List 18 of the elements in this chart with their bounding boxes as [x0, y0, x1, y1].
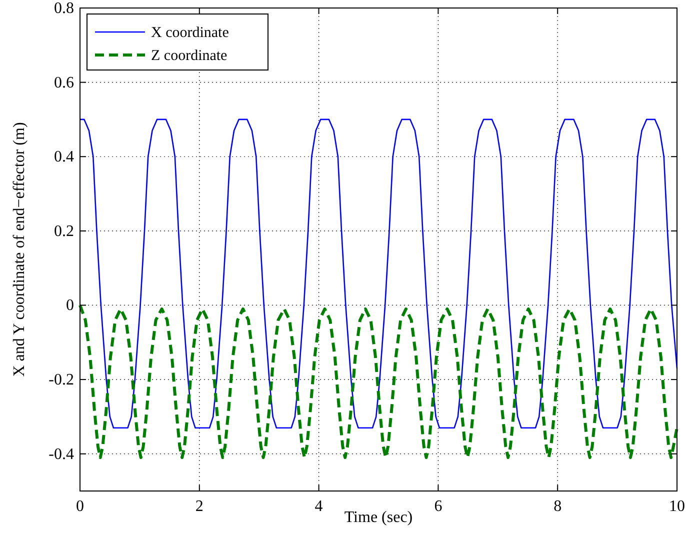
y-tick-label: 0.6: [54, 74, 74, 92]
y-tick-label: 0: [66, 297, 74, 314]
line-series: [78, 304, 678, 460]
x-tick-label: 8: [554, 498, 562, 515]
y-tick-label: -0.2: [48, 372, 74, 389]
y-axis-title: X and Y coordinate of end−effector (m): [11, 122, 28, 377]
legend-label: Z coordinate: [151, 48, 228, 64]
line-series: [79, 118, 678, 428]
legend-label: X coordinate: [151, 25, 230, 41]
x-tick-label: 6: [434, 498, 442, 515]
y-tick-label: -0.4: [48, 446, 74, 463]
y-tick-label: 0.8: [54, 0, 74, 17]
y-tick-label: 0.4: [54, 148, 74, 166]
x-axis-title: Time (sec): [344, 509, 413, 526]
y-tick-label: 0.2: [54, 222, 74, 240]
x-tick-label: 10: [669, 498, 685, 515]
x-tick-label: 2: [195, 498, 204, 515]
x-tick-label: 4: [314, 498, 323, 515]
